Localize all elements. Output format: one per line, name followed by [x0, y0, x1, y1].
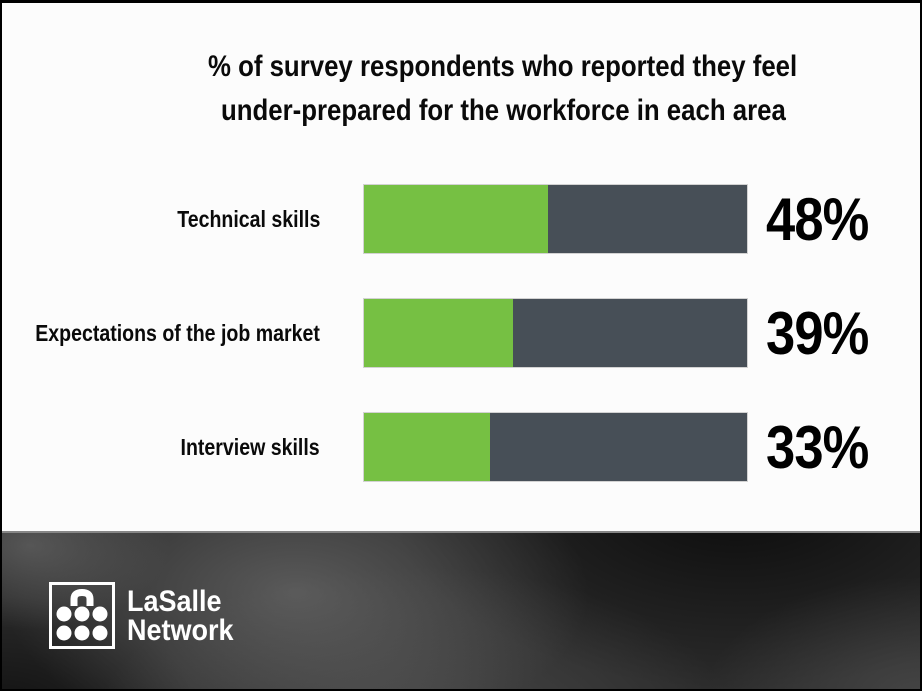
bar-track: [363, 298, 748, 368]
brand-line-2: Network: [127, 613, 234, 647]
value-label: 48%: [766, 185, 869, 253]
bar-fill: [364, 185, 548, 253]
chart-title: % of survey respondents who reported the…: [86, 45, 920, 133]
chart-row-interview-skills: Interview skills 33%: [2, 412, 920, 482]
brand-line-1: LaSalle: [127, 584, 222, 618]
brand-wordmark: LaSalle Network: [127, 584, 245, 647]
bar-track: [363, 412, 748, 482]
chart-title-line-1: % of survey respondents who reported the…: [208, 50, 798, 83]
category-label: Technical skills: [176, 205, 320, 232]
value-label: 39%: [766, 299, 869, 367]
lasalle-network-logo: LaSalle Network: [49, 582, 245, 649]
briefcase-dots-icon: [49, 582, 115, 649]
bar-track: [363, 184, 748, 254]
chart-row-technical-skills: Technical skills 48%: [2, 184, 920, 254]
category-label: Interview skills: [180, 433, 320, 460]
value-label: 33%: [766, 413, 869, 481]
chart-title-line-2: under-prepared for the workforce in each…: [220, 94, 786, 127]
category-label: Expectations of the job market: [35, 319, 320, 346]
bar-fill: [364, 413, 491, 481]
bar-fill: [364, 299, 514, 367]
chart-row-job-market-expectations: Expectations of the job market 39%: [2, 298, 920, 368]
footer-photo-band: LaSalle Network: [2, 531, 920, 689]
